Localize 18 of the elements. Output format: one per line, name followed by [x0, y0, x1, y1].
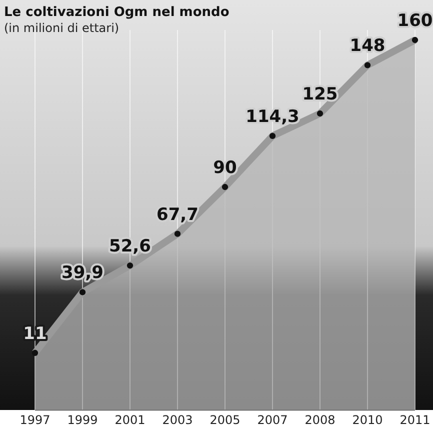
data-label: 148	[350, 36, 386, 56]
x-tick-label: 2001	[114, 412, 146, 427]
x-tick-label: 1997	[20, 412, 50, 427]
data-label: 114,3	[246, 106, 300, 127]
data-label: 125	[302, 84, 338, 104]
chart-title: Le coltivazioni Ogm nel mondo	[4, 5, 230, 20]
x-tick-label: 2010	[352, 412, 383, 427]
data-label: 67,7	[156, 204, 198, 225]
x-tick-label: 2008	[304, 412, 336, 427]
data-label: 52,6	[109, 236, 151, 257]
data-label: 160	[397, 11, 433, 31]
x-tick-label: 2007	[257, 412, 288, 427]
chart-subtitle: (in milioni di ettari)	[4, 21, 120, 35]
x-tick-label: 2011	[400, 412, 430, 427]
x-tick-label: 1999	[67, 412, 98, 427]
x-tick-label: 2003	[162, 412, 193, 427]
x-tick-label: 2005	[210, 412, 240, 427]
data-label: 90	[213, 158, 237, 178]
